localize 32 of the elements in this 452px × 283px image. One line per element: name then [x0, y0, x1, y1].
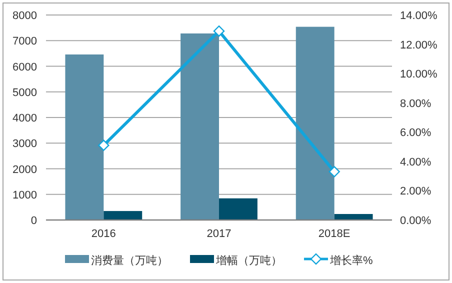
y-tick-label: 2000 [12, 164, 37, 176]
y2-tick-label: 0.00% [400, 215, 432, 227]
x-tick-label: 2017 [206, 228, 232, 240]
bar [65, 54, 104, 220]
y2-tick-label: 14.00% [400, 10, 438, 22]
x-tick-label: 2016 [91, 228, 116, 240]
x-tick-label: 2018E [318, 228, 350, 240]
y-tick-label: 6000 [12, 61, 37, 74]
bar [296, 26, 334, 220]
y2-tick-label: 8.00% [400, 98, 432, 110]
y2-tick-label: 10.00% [400, 68, 438, 81]
legend-label: 消费量（万吨） [91, 254, 168, 267]
point [328, 166, 340, 178]
y-tick-label: 3000 [12, 138, 37, 150]
bar [104, 211, 142, 220]
legend-label: 增幅（万吨） [215, 254, 282, 267]
legend-label: 增长率% [329, 254, 373, 267]
y-tick-label: 7000 [12, 36, 37, 48]
point [98, 140, 110, 151]
y2-tick-label: 12.00% [400, 39, 438, 52]
bar [219, 198, 258, 220]
bar [180, 33, 219, 220]
y2-tick-label: 4.00% [400, 156, 432, 168]
bar [334, 214, 373, 220]
y-tick-label: 1000 [12, 189, 37, 202]
y-tick-label: 4000 [12, 112, 37, 124]
y-tick-label: 5000 [12, 86, 37, 99]
y2-tick-label: 2.00% [400, 186, 432, 198]
y2-tick-label: 6.00% [400, 127, 432, 140]
y-tick-label: 0 [30, 215, 37, 227]
point [213, 26, 225, 37]
y-tick-label: 8000 [12, 10, 37, 22]
